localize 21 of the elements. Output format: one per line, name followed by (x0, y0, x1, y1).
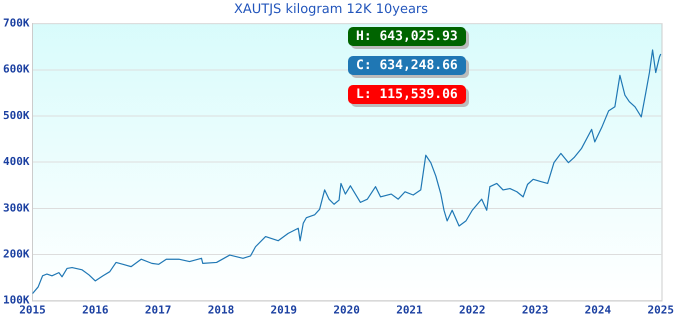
annotation: H: 643,025.93 (348, 27, 466, 46)
x-tick-label: 2023 (522, 303, 548, 316)
y-tick-label: 400K (2, 155, 30, 168)
y-tick-label: 500K (2, 108, 30, 122)
x-tick-label: 2018 (208, 303, 234, 316)
annotation: L: 115,539.06 (348, 85, 466, 104)
x-tick-label: 2019 (270, 303, 298, 316)
x-tick-label: 2024 (584, 303, 612, 316)
x-tick-label: 2015 (19, 303, 46, 316)
y-tick-label: 200K (2, 247, 30, 260)
chart-title: XAUTJS kilogram 12K 10years (234, 2, 428, 18)
x-tick-label: 2021 (396, 303, 424, 316)
x-tick-label: 2022 (459, 303, 486, 316)
x-tick-label: 2025 (647, 303, 674, 316)
x-tick-label: 2017 (144, 303, 172, 316)
y-tick-label: 700K (2, 16, 30, 30)
x-tick-label: 2016 (82, 303, 109, 316)
y-tick-label: 300K (2, 201, 30, 214)
y-tick-label: 600K (2, 62, 30, 76)
x-tick-label: 2020 (333, 303, 360, 316)
annotation: C: 634,248.66 (348, 56, 466, 75)
